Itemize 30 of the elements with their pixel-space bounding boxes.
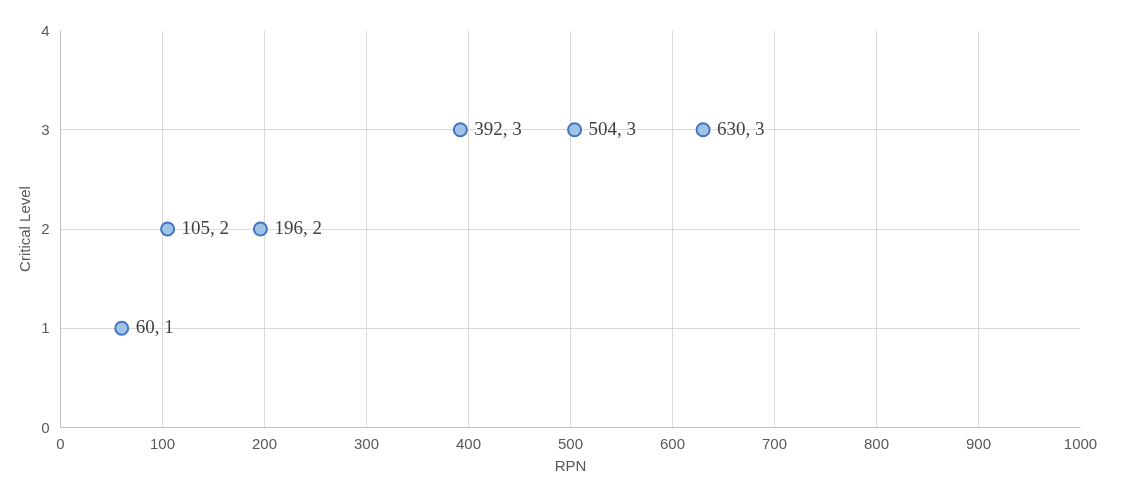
x-tick-label: 200 bbox=[251, 434, 278, 452]
x-tick-label: 400 bbox=[455, 434, 482, 452]
point bbox=[567, 122, 583, 138]
data-label: 630, 3 bbox=[717, 117, 765, 139]
point bbox=[160, 221, 176, 237]
x-tick-label: 700 bbox=[761, 434, 788, 452]
y-axis-title: Critical Level bbox=[16, 186, 34, 272]
x-tick-label: 600 bbox=[659, 434, 686, 452]
data-label: 60, 1 bbox=[135, 316, 174, 338]
x-axis-title: RPN bbox=[554, 456, 587, 474]
data-label: 392, 3 bbox=[474, 117, 522, 139]
point bbox=[252, 221, 268, 237]
data-label: 504, 3 bbox=[588, 117, 637, 139]
x-tick-label: 500 bbox=[557, 434, 584, 452]
x-tick-label: 800 bbox=[863, 434, 890, 452]
x-tick-label: 0 bbox=[56, 434, 65, 452]
x-tick-label: 100 bbox=[149, 434, 176, 452]
point bbox=[114, 320, 130, 336]
data-label: 196, 2 bbox=[274, 217, 322, 238]
y-tick-label: 3 bbox=[41, 120, 50, 138]
data-label: 105, 2 bbox=[181, 217, 230, 238]
y-tick-label: 0 bbox=[41, 418, 50, 436]
y-tick-label: 1 bbox=[41, 319, 50, 337]
x-tick-label: 900 bbox=[965, 434, 992, 452]
y-tick-label: 2 bbox=[41, 220, 50, 237]
point bbox=[695, 122, 711, 138]
y-tick-label: 4 bbox=[41, 21, 50, 39]
point bbox=[452, 122, 468, 138]
x-tick-label: 300 bbox=[353, 434, 380, 452]
x-tick-label: 1000 bbox=[1063, 434, 1098, 452]
